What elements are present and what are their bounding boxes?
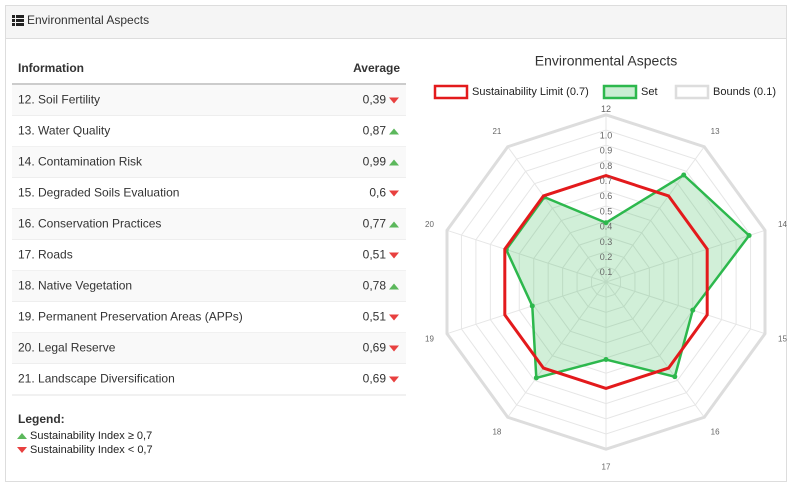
row-bg bbox=[12, 240, 406, 271]
row-average: 0,99 bbox=[363, 155, 387, 169]
row-bg bbox=[12, 302, 406, 333]
row-average: 0,51 bbox=[363, 248, 387, 262]
series-polygon bbox=[503, 174, 709, 390]
trend-down bbox=[17, 447, 27, 453]
trend-down bbox=[389, 314, 399, 321]
row-label: 19. Permanent Preservation Areas (APPs) bbox=[18, 310, 243, 324]
axis-label: 15 bbox=[778, 334, 787, 343]
spoke bbox=[507, 281, 607, 418]
spoke bbox=[446, 281, 607, 335]
legend-title: Legend: bbox=[18, 412, 65, 426]
r-tick-label: 0.9 bbox=[600, 146, 613, 156]
trend-up bbox=[389, 159, 399, 166]
row-bg bbox=[12, 178, 406, 209]
axis-label: 13 bbox=[711, 127, 720, 136]
trend-up bbox=[389, 283, 399, 290]
series-point bbox=[603, 220, 609, 226]
series-point bbox=[529, 303, 535, 309]
row-bg bbox=[12, 364, 406, 395]
legend-label: Bounds (0.1) bbox=[713, 86, 776, 98]
row-label: 16. Conservation Practices bbox=[18, 217, 161, 231]
axis-label: 19 bbox=[425, 334, 434, 343]
row-label: 20. Legal Reserve bbox=[18, 341, 116, 355]
axis-label: 12 bbox=[601, 104, 611, 114]
spoke bbox=[507, 146, 607, 283]
row-label: 15. Degraded Soils Evaluation bbox=[18, 186, 179, 200]
row-label: 12. Soil Fertility bbox=[18, 93, 100, 107]
row-average: 0,69 bbox=[363, 372, 387, 386]
legend-item: Sustainability Index ≥ 0,7 bbox=[30, 430, 152, 442]
r-tick-label: 0.4 bbox=[600, 222, 613, 232]
trend-down bbox=[389, 97, 399, 104]
row-average: 0,77 bbox=[363, 217, 387, 231]
row-bg bbox=[12, 147, 406, 178]
r-tick-label: 0.5 bbox=[600, 206, 613, 216]
trend-down bbox=[389, 376, 399, 383]
r-tick-label: 1.0 bbox=[600, 130, 613, 140]
axis-label: 20 bbox=[425, 220, 434, 229]
row-average: 0,51 bbox=[363, 310, 387, 324]
row-bg bbox=[12, 85, 406, 116]
spoke bbox=[605, 281, 705, 418]
trend-up bbox=[389, 128, 399, 135]
row-label: 13. Water Quality bbox=[18, 124, 110, 138]
column-header: Information bbox=[18, 61, 84, 75]
spoke bbox=[605, 146, 705, 283]
legend-item: Sustainability Index < 0,7 bbox=[30, 444, 153, 456]
series-point bbox=[681, 172, 687, 178]
r-tick-label: 0.1 bbox=[600, 267, 613, 277]
trend-up bbox=[389, 221, 399, 228]
spoke bbox=[446, 229, 607, 283]
header-title: Environmental Aspects bbox=[27, 13, 149, 27]
r-tick-label: 0.2 bbox=[600, 252, 613, 262]
row-bg bbox=[12, 209, 406, 240]
axis-label: 16 bbox=[711, 427, 720, 436]
column-header: Average bbox=[353, 61, 400, 75]
series-point bbox=[672, 374, 678, 380]
legend-swatch bbox=[433, 84, 469, 100]
row-average: 0,6 bbox=[369, 186, 386, 200]
chart-title: Environmental Aspects bbox=[535, 53, 677, 69]
row-average: 0,39 bbox=[363, 93, 387, 107]
spoke bbox=[605, 281, 766, 335]
trend-up bbox=[17, 433, 27, 439]
row-average: 0,78 bbox=[363, 279, 387, 293]
axis-label: 21 bbox=[492, 127, 501, 136]
trend-down bbox=[389, 190, 399, 197]
row-average: 0,69 bbox=[363, 341, 387, 355]
axis-label: 17 bbox=[602, 463, 611, 472]
list-icon bbox=[12, 15, 24, 26]
r-tick-label: 0.8 bbox=[600, 161, 613, 171]
spoke bbox=[605, 229, 766, 283]
row-label: 18. Native Vegetation bbox=[18, 279, 132, 293]
r-tick-label: 0.6 bbox=[600, 191, 613, 201]
trend-down bbox=[389, 345, 399, 352]
row-label: 21. Landscape Diversification bbox=[18, 372, 175, 386]
row-average: 0,87 bbox=[363, 124, 387, 138]
series-point bbox=[746, 232, 752, 238]
trend-down bbox=[389, 252, 399, 259]
series-point bbox=[533, 375, 539, 381]
legend-swatch bbox=[674, 84, 710, 100]
row-bg bbox=[12, 333, 406, 364]
row-label: 17. Roads bbox=[18, 248, 73, 262]
panel-header bbox=[6, 6, 786, 38]
series-point bbox=[603, 357, 609, 363]
axis-label: 18 bbox=[492, 427, 501, 436]
r-tick-label: 0.3 bbox=[600, 237, 613, 247]
row-bg bbox=[12, 116, 406, 147]
r-tick-label: 0.7 bbox=[600, 176, 613, 186]
row-bg bbox=[12, 271, 406, 302]
row-label: 14. Contamination Risk bbox=[18, 155, 143, 169]
legend-label: Set bbox=[641, 86, 658, 98]
series-polygon bbox=[445, 113, 767, 451]
axis-label: 14 bbox=[778, 220, 787, 229]
legend-swatch bbox=[602, 84, 638, 100]
series-point bbox=[690, 307, 696, 313]
legend-label: Sustainability Limit (0.7) bbox=[472, 86, 589, 98]
